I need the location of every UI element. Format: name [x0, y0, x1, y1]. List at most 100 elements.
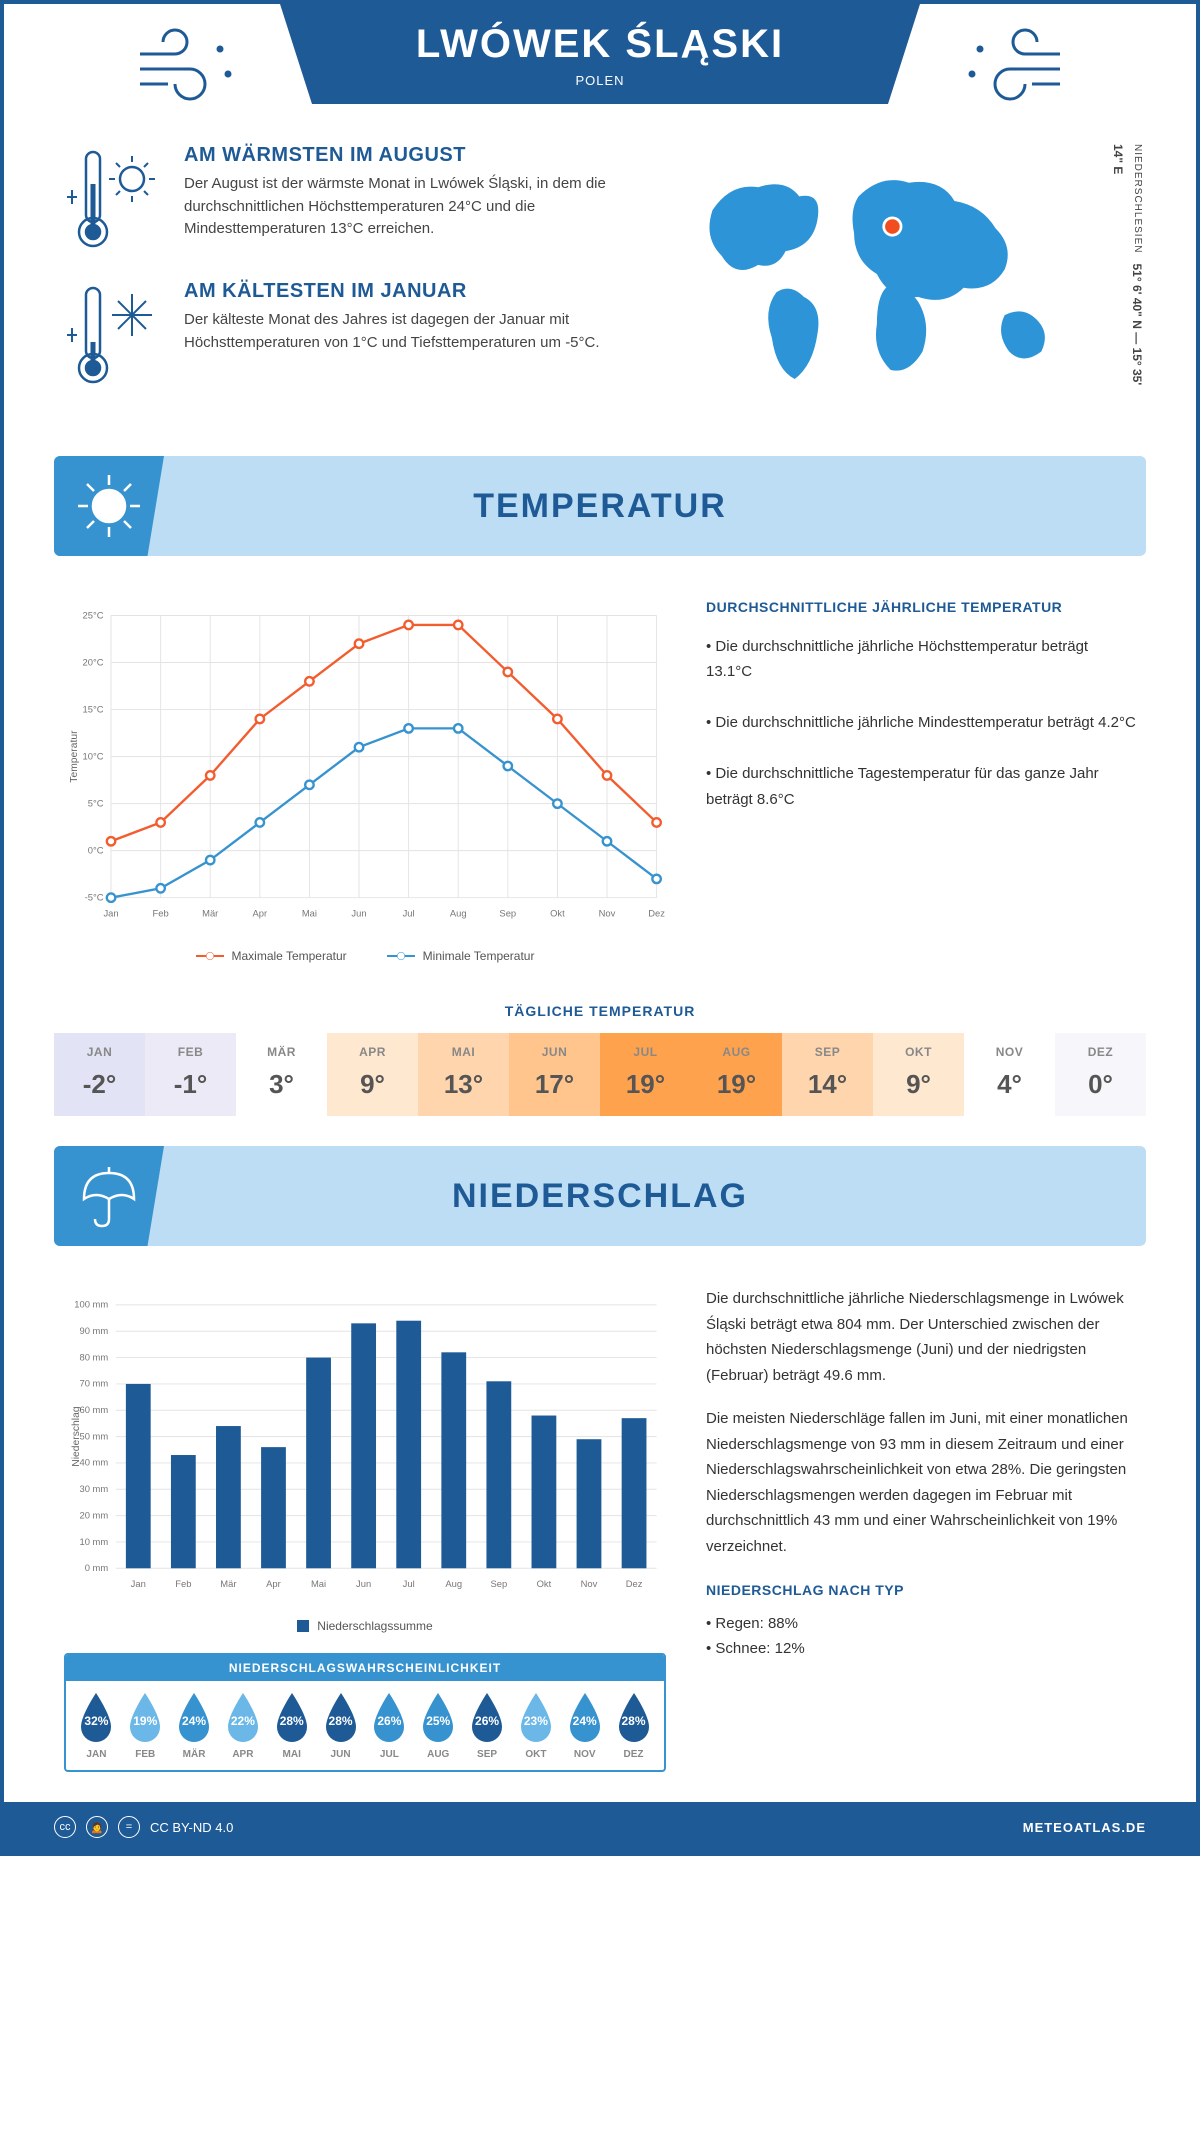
svg-text:70 mm: 70 mm — [80, 1378, 109, 1389]
svg-text:80 mm: 80 mm — [80, 1351, 109, 1362]
temp-title: TEMPERATUR — [164, 487, 1146, 526]
daily-cell: SEP14° — [782, 1033, 873, 1116]
daily-cell: DEZ0° — [1055, 1033, 1146, 1116]
warmest-block: AM WÄRMSTEN IM AUGUST Der August ist der… — [64, 144, 636, 254]
thermometer-hot-icon — [64, 144, 164, 254]
svg-text:Mai: Mai — [302, 908, 317, 919]
svg-text:Aug: Aug — [445, 1578, 462, 1589]
temp-side-title: DURCHSCHNITTLICHE JÄHRLICHE TEMPERATUR — [706, 596, 1136, 620]
prob-drop: 28% MAI — [267, 1691, 316, 1760]
site-name: METEOATLAS.DE — [1023, 1820, 1146, 1835]
prob-drop: 28% JUN — [316, 1691, 365, 1760]
intro-text-col: AM WÄRMSTEN IM AUGUST Der August ist der… — [64, 144, 636, 416]
svg-text:0 mm: 0 mm — [85, 1562, 109, 1573]
svg-text:Feb: Feb — [175, 1578, 191, 1589]
precip-type-item: • Schnee: 12% — [706, 1636, 1136, 1662]
daily-cell: APR9° — [327, 1033, 418, 1116]
footer: cc 🙍 = CC BY-ND 4.0 METEOATLAS.DE — [4, 1802, 1196, 1852]
svg-text:Jul: Jul — [403, 1578, 415, 1589]
temp-side-text: DURCHSCHNITTLICHE JÄHRLICHE TEMPERATUR •… — [706, 596, 1136, 963]
license-text: CC BY-ND 4.0 — [150, 1820, 233, 1835]
prob-drop: 26% JUL — [365, 1691, 414, 1760]
coldest-title: AM KÄLTESTEN IM JANUAR — [184, 280, 636, 303]
svg-text:Dez: Dez — [648, 908, 665, 919]
city-name: LWÓWEK ŚLĄSKI — [300, 22, 900, 67]
daily-cell: MAI13° — [418, 1033, 509, 1116]
svg-text:40 mm: 40 mm — [80, 1457, 109, 1468]
svg-text:Jul: Jul — [403, 908, 415, 919]
daily-cell: FEB-1° — [145, 1033, 236, 1116]
intro-section: AM WÄRMSTEN IM AUGUST Der August ist der… — [4, 114, 1196, 436]
precip-para: Die meisten Niederschläge fallen im Juni… — [706, 1406, 1136, 1559]
svg-text:Okt: Okt — [537, 1578, 552, 1589]
prob-drops-row: 32% JAN 19% FEB 24% MÄR 22% APR 28% MAI … — [66, 1681, 664, 1770]
cc-icon: cc — [54, 1816, 76, 1838]
precip-legend: Niederschlagssumme — [64, 1619, 666, 1633]
prob-drop: 26% SEP — [463, 1691, 512, 1760]
temperature-line-chart: -5°C0°C5°C10°C15°C20°C25°CJanFebMärAprMa… — [64, 596, 666, 936]
temp-bullet: • Die durchschnittliche Tagestemperatur … — [706, 761, 1136, 812]
svg-text:Nov: Nov — [581, 1578, 598, 1589]
prob-drop: 32% JAN — [72, 1691, 121, 1760]
map-col: NIEDERSCHLESIEN 51° 6' 40" N — 15° 35' 1… — [676, 144, 1136, 409]
precip-text-col: Die durchschnittliche jährliche Niedersc… — [706, 1286, 1136, 1772]
svg-text:Sep: Sep — [499, 908, 516, 919]
svg-text:Dez: Dez — [626, 1578, 643, 1589]
svg-text:Sep: Sep — [490, 1578, 507, 1589]
wind-icon-right — [950, 24, 1070, 104]
world-map-icon — [676, 144, 1096, 404]
license-block: cc 🙍 = CC BY-ND 4.0 — [54, 1816, 233, 1838]
svg-text:Niederschlag: Niederschlag — [71, 1406, 82, 1467]
daily-cell: JAN-2° — [54, 1033, 145, 1116]
legend-precip: Niederschlagssumme — [297, 1619, 432, 1633]
daily-cell: OKT9° — [873, 1033, 964, 1116]
svg-text:50 mm: 50 mm — [80, 1430, 109, 1441]
coordinates: NIEDERSCHLESIEN 51° 6' 40" N — 15° 35' 1… — [1108, 144, 1146, 404]
country-name: POLEN — [300, 73, 900, 88]
svg-text:Apr: Apr — [266, 1578, 281, 1589]
temp-bullet: • Die durchschnittliche jährliche Mindes… — [706, 710, 1136, 736]
temp-legend: Maximale Temperatur Minimale Temperatur — [64, 949, 666, 963]
prob-drop: 23% OKT — [511, 1691, 560, 1760]
prob-drop: 19% FEB — [121, 1691, 170, 1760]
precipitation-bar-chart: 0 mm10 mm20 mm30 mm40 mm50 mm60 mm70 mm8… — [64, 1286, 666, 1606]
thermometer-cold-icon — [64, 280, 164, 390]
by-icon: 🙍 — [86, 1816, 108, 1838]
daily-cell: MÄR3° — [236, 1033, 327, 1116]
temp-section: -5°C0°C5°C10°C15°C20°C25°CJanFebMärAprMa… — [4, 576, 1196, 973]
legend-min: Minimale Temperatur — [387, 949, 535, 963]
title-banner: LWÓWEK ŚLĄSKI POLEN — [280, 4, 920, 104]
temp-section-banner: TEMPERATUR — [54, 456, 1146, 556]
precip-probability-box: NIEDERSCHLAGSWAHRSCHEINLICHKEIT 32% JAN … — [64, 1653, 666, 1772]
precip-left-col: 0 mm10 mm20 mm30 mm40 mm50 mm60 mm70 mm8… — [64, 1286, 666, 1772]
svg-text:Aug: Aug — [450, 908, 467, 919]
precip-type-title: NIEDERSCHLAG NACH TYP — [706, 1579, 1136, 1603]
svg-text:90 mm: 90 mm — [80, 1325, 109, 1336]
svg-text:20 mm: 20 mm — [80, 1509, 109, 1520]
wind-icon-left — [130, 24, 250, 104]
daily-cell: JUN17° — [509, 1033, 600, 1116]
svg-text:20°C: 20°C — [83, 656, 104, 667]
umbrella-icon — [54, 1146, 164, 1246]
warmest-text: Der August ist der wärmste Monat in Lwów… — [184, 173, 636, 241]
precip-para: Die durchschnittliche jährliche Niedersc… — [706, 1286, 1136, 1388]
temp-chart-area: -5°C0°C5°C10°C15°C20°C25°CJanFebMärAprMa… — [64, 596, 666, 963]
sun-icon — [54, 456, 164, 556]
svg-text:10°C: 10°C — [83, 750, 104, 761]
svg-text:25°C: 25°C — [83, 609, 104, 620]
svg-text:Jun: Jun — [351, 908, 366, 919]
warmest-title: AM WÄRMSTEN IM AUGUST — [184, 144, 636, 167]
svg-text:100 mm: 100 mm — [74, 1299, 108, 1310]
svg-text:Feb: Feb — [153, 908, 169, 919]
header: LWÓWEK ŚLĄSKI POLEN — [4, 4, 1196, 114]
prob-drop: 24% NOV — [560, 1691, 609, 1760]
svg-text:0°C: 0°C — [88, 844, 104, 855]
svg-text:Jan: Jan — [103, 908, 118, 919]
svg-text:30 mm: 30 mm — [80, 1483, 109, 1494]
svg-text:Nov: Nov — [599, 908, 616, 919]
daily-cell: NOV4° — [964, 1033, 1055, 1116]
coldest-text: Der kälteste Monat des Jahres ist dagege… — [184, 309, 636, 354]
svg-text:Mai: Mai — [311, 1578, 326, 1589]
svg-text:5°C: 5°C — [88, 797, 104, 808]
infographic-frame: LWÓWEK ŚLĄSKI POLEN — [0, 0, 1200, 1856]
